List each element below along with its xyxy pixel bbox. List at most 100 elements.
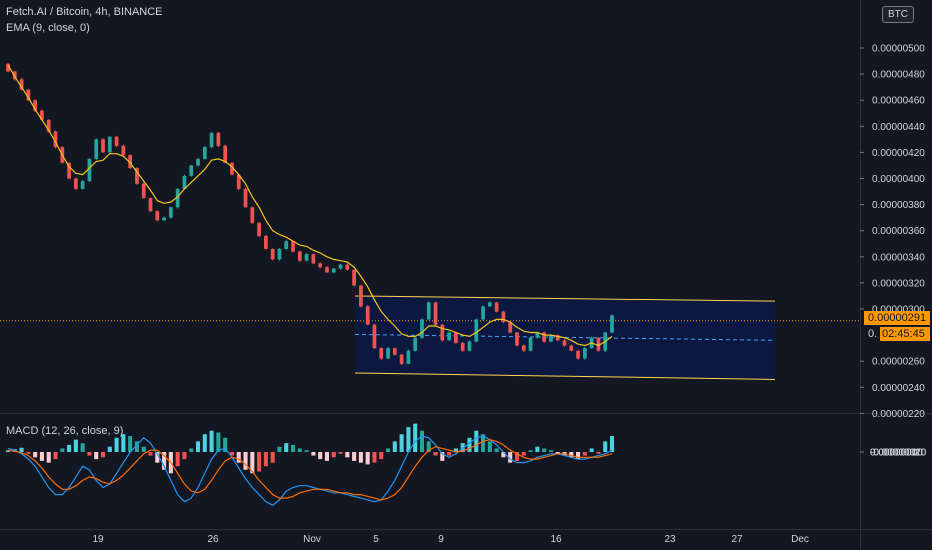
macd-histogram-bar bbox=[514, 452, 520, 461]
macd-histogram-bar bbox=[60, 448, 65, 452]
candle bbox=[549, 335, 553, 342]
macd-histogram-bar bbox=[94, 452, 99, 460]
macd-histogram-bar bbox=[134, 441, 139, 452]
candle bbox=[121, 145, 126, 156]
candle bbox=[243, 188, 248, 208]
macd-histogram-bar bbox=[535, 446, 540, 452]
candle bbox=[19, 79, 24, 90]
candle bbox=[406, 350, 411, 364]
candle bbox=[148, 198, 153, 212]
macd-histogram-bar bbox=[494, 448, 499, 452]
candle bbox=[440, 324, 445, 341]
macd-histogram-bar bbox=[392, 441, 397, 452]
candle bbox=[562, 340, 567, 346]
macd-histogram-bar bbox=[209, 430, 214, 452]
macd-histogram-bar bbox=[352, 452, 357, 461]
candle bbox=[80, 181, 85, 189]
candle bbox=[155, 211, 160, 221]
currency-badge[interactable]: BTC bbox=[882, 6, 914, 23]
candle bbox=[114, 136, 119, 146]
price-axis-tick-label: 0.00000260 bbox=[872, 357, 925, 368]
candle bbox=[338, 264, 343, 269]
candle bbox=[576, 350, 580, 359]
candle bbox=[196, 158, 200, 166]
macd-histogram-bar bbox=[229, 452, 234, 456]
time-axis-tick-label: Nov bbox=[303, 534, 321, 545]
candle bbox=[555, 335, 560, 341]
candle bbox=[277, 248, 282, 260]
candle bbox=[169, 207, 173, 218]
candle bbox=[141, 183, 146, 199]
candle bbox=[297, 251, 302, 261]
macd-histogram-bar bbox=[508, 452, 513, 463]
macd-histogram-bar bbox=[406, 427, 411, 452]
macd-histogram-bar bbox=[257, 452, 262, 472]
macd-histogram-bar bbox=[182, 452, 187, 460]
price-axis-tick-label: 0.00000460 bbox=[872, 96, 925, 107]
time-axis-tick-label: 27 bbox=[731, 534, 743, 545]
price-axis-tick-label: 0.00000480 bbox=[872, 70, 925, 81]
candle bbox=[582, 348, 587, 359]
macd-histogram-bar bbox=[338, 452, 343, 454]
candle bbox=[67, 162, 71, 179]
candle bbox=[426, 302, 431, 320]
candle bbox=[528, 337, 533, 351]
price-axis-tick-label: 0.00000240 bbox=[872, 383, 925, 394]
candle bbox=[481, 306, 485, 320]
macd-histogram-bar bbox=[297, 448, 302, 452]
macd-histogram-bar bbox=[311, 452, 316, 456]
price-axis-tick-label: 0.00000300 bbox=[872, 305, 925, 316]
candle bbox=[447, 332, 451, 341]
macd-histogram-bar bbox=[460, 443, 465, 452]
candle bbox=[128, 155, 133, 169]
candle bbox=[236, 174, 241, 189]
candle bbox=[284, 241, 289, 249]
candle bbox=[202, 147, 207, 159]
candle bbox=[494, 302, 499, 312]
macd-histogram-bar bbox=[263, 452, 268, 467]
candle bbox=[535, 332, 540, 338]
candle bbox=[257, 222, 261, 236]
macd-histogram-bar bbox=[453, 448, 458, 452]
macd-histogram-bar bbox=[216, 432, 221, 452]
candle bbox=[386, 348, 390, 359]
macd-histogram-bar bbox=[413, 423, 418, 452]
candle bbox=[12, 71, 17, 80]
macd-histogram-bar bbox=[128, 436, 133, 452]
candle bbox=[182, 175, 187, 189]
macd-histogram-bar bbox=[487, 441, 492, 452]
macd-histogram-bar bbox=[195, 441, 201, 452]
candle bbox=[26, 89, 31, 101]
candle bbox=[474, 319, 479, 342]
price-axis-tick-label: 0.00000400 bbox=[872, 174, 925, 185]
macd-histogram-bar bbox=[399, 434, 404, 452]
macd-histogram-bar bbox=[433, 452, 438, 456]
last-price-badge: 0.00000291 bbox=[864, 311, 930, 325]
macd-legend: MACD (12, 26, close, 9) bbox=[6, 425, 124, 437]
countdown-badge: 02:45:45 bbox=[880, 327, 930, 341]
candle bbox=[487, 302, 492, 307]
candle bbox=[542, 332, 547, 342]
time-axis-tick-label: 26 bbox=[207, 534, 219, 545]
macd-histogram-bar bbox=[236, 452, 241, 463]
macd-histogram-bar bbox=[582, 452, 587, 456]
candle bbox=[33, 100, 38, 111]
candle bbox=[94, 139, 99, 159]
candle bbox=[6, 63, 10, 72]
macd-histogram-bar bbox=[596, 452, 601, 454]
macd-histogram-bar bbox=[67, 444, 72, 452]
candle bbox=[392, 348, 397, 355]
macd-histogram-bar bbox=[474, 430, 479, 452]
macd-histogram-bar bbox=[358, 452, 363, 463]
price-axis-tick-label: 0.00000220 bbox=[872, 409, 925, 420]
candle bbox=[372, 324, 377, 349]
macd-histogram-bar bbox=[80, 443, 85, 452]
macd-line bbox=[7, 435, 613, 507]
candle bbox=[135, 168, 139, 184]
candle bbox=[359, 285, 363, 307]
candle bbox=[345, 264, 350, 270]
macd-histogram-bar bbox=[148, 452, 153, 456]
macd-histogram-bar bbox=[447, 452, 452, 456]
